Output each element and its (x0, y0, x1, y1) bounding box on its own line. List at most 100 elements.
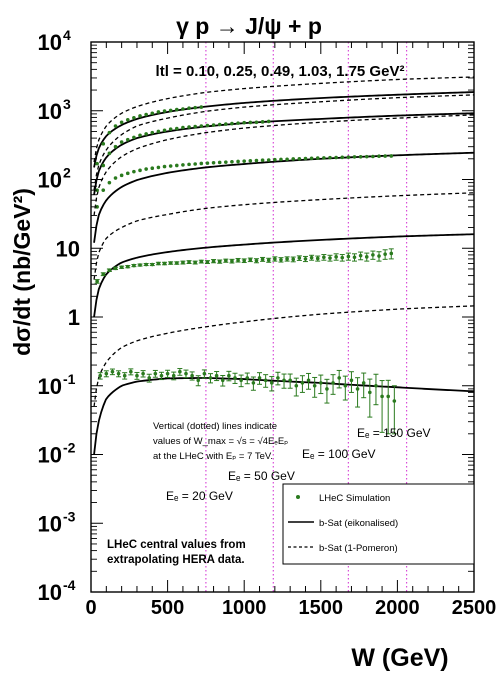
data-point (205, 161, 210, 165)
data-point (107, 180, 112, 185)
y-tick-exponent: -1 (63, 371, 76, 387)
data-point (113, 144, 118, 149)
data-point (346, 254, 351, 259)
x-tick-label: 2500 (452, 597, 497, 619)
x-tick-label: 0 (85, 597, 96, 619)
data-point (309, 156, 314, 161)
data-point (190, 373, 194, 378)
data-point (236, 159, 240, 164)
data-point (242, 159, 246, 163)
data-point (119, 120, 124, 125)
data-point (239, 378, 243, 383)
y-tick-label: 10 (38, 168, 62, 193)
data-point (150, 130, 155, 135)
data-point (300, 381, 305, 385)
data-point (119, 265, 124, 270)
data-point (288, 378, 292, 383)
data-point (346, 155, 351, 160)
data-point (266, 258, 271, 263)
data-point (224, 160, 228, 164)
curve-1-pomeron (93, 114, 475, 216)
data-point (141, 371, 145, 376)
data-point (328, 155, 332, 160)
data-point (113, 176, 118, 180)
x-tick-label: 1500 (299, 597, 344, 619)
data-point (224, 258, 228, 263)
data-point (187, 125, 191, 129)
data-point (248, 257, 253, 262)
data-point (242, 258, 246, 263)
data-point (364, 154, 369, 159)
data-point (104, 371, 109, 376)
data-point (156, 165, 161, 170)
data-point (334, 155, 338, 160)
data-point (211, 160, 216, 165)
data-point (193, 260, 197, 265)
data-point (138, 263, 142, 267)
data-point (184, 371, 188, 376)
y-tick-label: 10 (38, 374, 62, 399)
legend-points-marker (296, 495, 300, 499)
wmax-annotation: Vertical (dotted) lines indicate values … (153, 421, 288, 462)
data-point (230, 159, 234, 164)
data-point (273, 257, 277, 261)
points-group (94, 105, 397, 435)
data-point (107, 130, 112, 135)
annotation-line-1: Vertical (dotted) lines indicate (153, 421, 277, 432)
data-point (282, 378, 286, 383)
data-point (380, 394, 384, 399)
data-point (125, 137, 130, 142)
data-point (248, 120, 253, 125)
data-point (220, 378, 225, 383)
data-point (153, 371, 158, 376)
data-point (132, 135, 136, 140)
data-point (230, 259, 234, 263)
data-point (303, 257, 308, 261)
curve-eikonalised (93, 91, 475, 168)
data-point (202, 371, 207, 376)
data-point (168, 261, 173, 265)
data-point (135, 373, 139, 378)
data-point (377, 154, 381, 159)
data-point (297, 157, 302, 161)
data-point (306, 378, 311, 383)
data-point (107, 268, 112, 272)
data-point (291, 157, 296, 161)
data-point (334, 255, 338, 259)
data-point (386, 394, 391, 399)
data-point (144, 262, 148, 267)
data-point (199, 124, 204, 128)
data-point (315, 256, 320, 261)
data-point (199, 105, 204, 109)
data-point (217, 122, 222, 127)
data-point (193, 162, 197, 166)
data-point (297, 256, 302, 260)
data-point (291, 257, 296, 262)
data-point (217, 259, 222, 264)
data-point (236, 258, 240, 263)
data-point (125, 264, 130, 269)
data-point (371, 253, 375, 257)
data-point (181, 163, 185, 167)
data-point (187, 260, 191, 264)
y-tick-label: 10 (56, 236, 80, 261)
data-point (343, 383, 348, 388)
data-point (279, 257, 283, 262)
data-point (107, 151, 112, 156)
legend-label-1pomeron: b-Sat (1-Pomeron) (319, 543, 398, 554)
data-point (389, 251, 394, 256)
t-values-label: ltl = 0.10, 0.25, 0.49, 1.03, 1.75 GeV² (156, 63, 405, 80)
curve-1-pomeron (93, 192, 475, 280)
data-point (162, 261, 167, 266)
data-point (101, 272, 106, 276)
curve-eikonalised (93, 112, 475, 195)
data-point (171, 373, 176, 378)
data-point (156, 129, 161, 134)
data-point (389, 154, 394, 158)
data-point (358, 154, 363, 159)
data-point (174, 126, 179, 131)
data-point (374, 383, 378, 388)
data-point (236, 121, 240, 125)
data-point (217, 160, 222, 165)
